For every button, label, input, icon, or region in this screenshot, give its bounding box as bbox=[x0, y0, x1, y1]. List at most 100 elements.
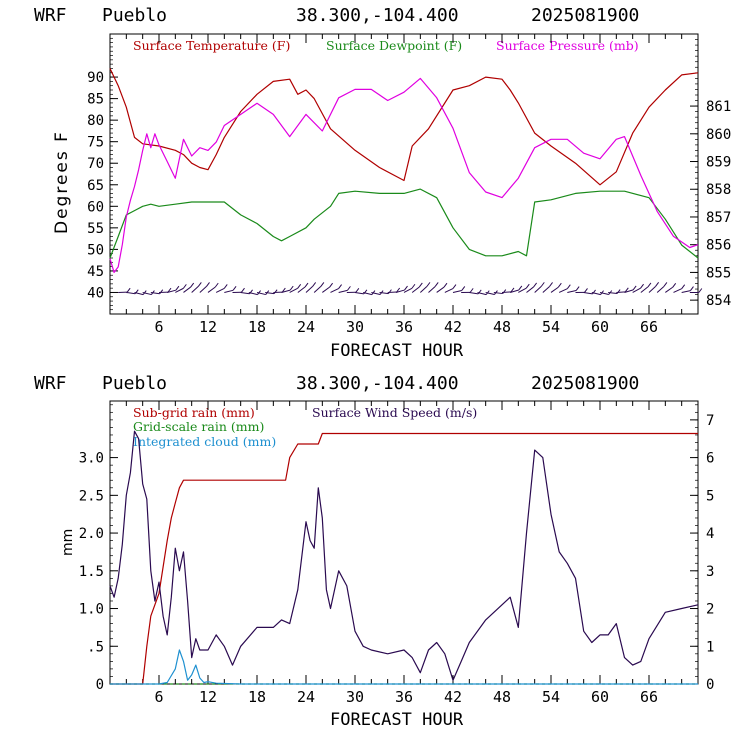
y-tick-label: 70 bbox=[87, 156, 104, 172]
wind-barb-flag bbox=[197, 282, 202, 287]
wind-barb bbox=[640, 286, 649, 293]
wind-barb bbox=[599, 291, 609, 295]
wind-barb-flag bbox=[175, 285, 180, 291]
y-tick-label: 1.0 bbox=[79, 602, 104, 618]
wind-barb bbox=[150, 291, 160, 295]
wind-barb bbox=[403, 287, 413, 293]
y2-tick-label: 861 bbox=[706, 99, 731, 115]
wind-barb-flag bbox=[190, 282, 195, 288]
x-tick-label: 30 bbox=[346, 318, 364, 336]
wind-barb bbox=[240, 291, 250, 295]
panel1-model: WRF bbox=[34, 5, 67, 26]
wind-barb-flag bbox=[632, 285, 637, 291]
wind-barb-flag bbox=[469, 288, 474, 293]
wind-barb bbox=[632, 287, 641, 293]
wind-barb bbox=[313, 286, 322, 293]
panel1-xlabel: FORECAST HOUR bbox=[330, 341, 464, 361]
wind-barb-flag bbox=[690, 286, 694, 291]
wind-barb bbox=[681, 290, 691, 293]
y2-tick-label: 854 bbox=[706, 293, 731, 309]
legend-dewpoint: Surface Dewpoint (F) bbox=[326, 38, 462, 53]
wind-barb bbox=[395, 289, 405, 293]
subgrid-rain-line bbox=[110, 432, 698, 685]
wind-barb bbox=[428, 286, 436, 293]
wind-barb bbox=[354, 291, 364, 295]
panel2-legend: Sub-grid rain (mm) Grid-scale rain (mm) … bbox=[133, 405, 477, 449]
panel1-ylabel: Degrees F bbox=[52, 130, 72, 234]
panel1-init-time: 2025081900 bbox=[531, 5, 639, 26]
y-tick-label: 50 bbox=[87, 242, 104, 258]
wind-barb bbox=[558, 288, 568, 293]
x-tick-label: 30 bbox=[346, 688, 364, 706]
x-tick-label: 24 bbox=[297, 318, 315, 336]
wind-barb-flag bbox=[426, 282, 431, 287]
wind-barb-flag bbox=[223, 284, 228, 289]
x-tick-label: 48 bbox=[493, 318, 511, 336]
wind-barb-flag bbox=[396, 287, 401, 293]
wind-barb bbox=[591, 291, 601, 296]
wind-barb bbox=[550, 286, 559, 293]
wind-barb-flag bbox=[461, 286, 466, 291]
y-tick-label: .5 bbox=[87, 639, 104, 655]
y2-tick-label: 7 bbox=[706, 413, 714, 429]
y-tick-label: 60 bbox=[87, 199, 104, 215]
x-tick-label: 12 bbox=[199, 318, 217, 336]
wind-barb-flag bbox=[418, 282, 423, 288]
wind-barb bbox=[510, 289, 519, 293]
wind-barb-flag bbox=[698, 288, 703, 293]
wind-barb bbox=[297, 286, 306, 293]
panel2-header: WRF Pueblo 38.300,-104.400 2025081900 bbox=[34, 373, 639, 394]
wind-barb-flag bbox=[584, 288, 588, 293]
wind-barb bbox=[485, 291, 495, 296]
panel2-xlabel: FORECAST HOUR bbox=[330, 710, 464, 730]
wind-barb-flag bbox=[525, 283, 530, 289]
wind-barb bbox=[281, 289, 291, 293]
x-tick-label: 60 bbox=[591, 318, 609, 336]
y2-tick-label: 860 bbox=[706, 127, 731, 143]
y-tick-label: 65 bbox=[87, 178, 104, 194]
panel1-series bbox=[109, 68, 699, 273]
wind-barb-flag bbox=[312, 282, 317, 287]
panel2-coords: 38.300,-104.400 bbox=[296, 373, 459, 394]
y-tick-label: 2.0 bbox=[79, 526, 104, 542]
x-tick-label: 36 bbox=[395, 318, 413, 336]
panel1-legend: Surface Temperature (F) Surface Dewpoint… bbox=[133, 38, 639, 53]
wind-barb-flag bbox=[182, 284, 187, 289]
wind-barb-flag bbox=[289, 285, 294, 291]
y2-tick-label: 6 bbox=[706, 451, 714, 467]
x-tick-label: 6 bbox=[154, 688, 163, 706]
y2-tick-label: 858 bbox=[706, 182, 731, 198]
y2-tick-label: 4 bbox=[706, 526, 714, 542]
wind-barb bbox=[142, 291, 152, 296]
wind-barb-flag bbox=[655, 282, 660, 287]
wind-barb-flag bbox=[388, 289, 392, 294]
wind-barb bbox=[183, 286, 191, 293]
x-tick-label: 66 bbox=[640, 688, 658, 706]
x-tick-label: 60 bbox=[591, 688, 609, 706]
wind-barb-flag bbox=[663, 282, 668, 287]
wind-barb bbox=[265, 291, 275, 295]
wind-barb bbox=[411, 286, 420, 293]
wind-barb-flag bbox=[443, 282, 448, 288]
wind-barb bbox=[256, 291, 266, 296]
wind-barb-flag bbox=[518, 285, 523, 291]
y2-tick-label: 0 bbox=[706, 677, 714, 693]
wind-barb bbox=[583, 291, 593, 295]
panel1-station: Pueblo bbox=[102, 5, 167, 26]
wind-barb-flag bbox=[502, 289, 507, 294]
wind-barb-flag bbox=[304, 282, 309, 288]
wind-barb bbox=[526, 286, 534, 293]
wind-barb-flag bbox=[411, 283, 416, 289]
y2-tick-label: 859 bbox=[706, 155, 731, 171]
wind-barb bbox=[444, 288, 454, 293]
wind-barb bbox=[656, 286, 665, 293]
wind-barb bbox=[452, 289, 462, 293]
dewpoint-line bbox=[109, 188, 699, 259]
panel1-wind-barbs bbox=[118, 282, 703, 296]
legend-subgrid-rain: Sub-grid rain (mm) bbox=[133, 405, 255, 420]
panel2-station: Pueblo bbox=[102, 373, 167, 394]
wind-barb-flag bbox=[672, 282, 677, 288]
wind-barb bbox=[215, 288, 225, 293]
wind-barb bbox=[126, 291, 136, 295]
panel2-ylabel: mm bbox=[60, 529, 76, 556]
